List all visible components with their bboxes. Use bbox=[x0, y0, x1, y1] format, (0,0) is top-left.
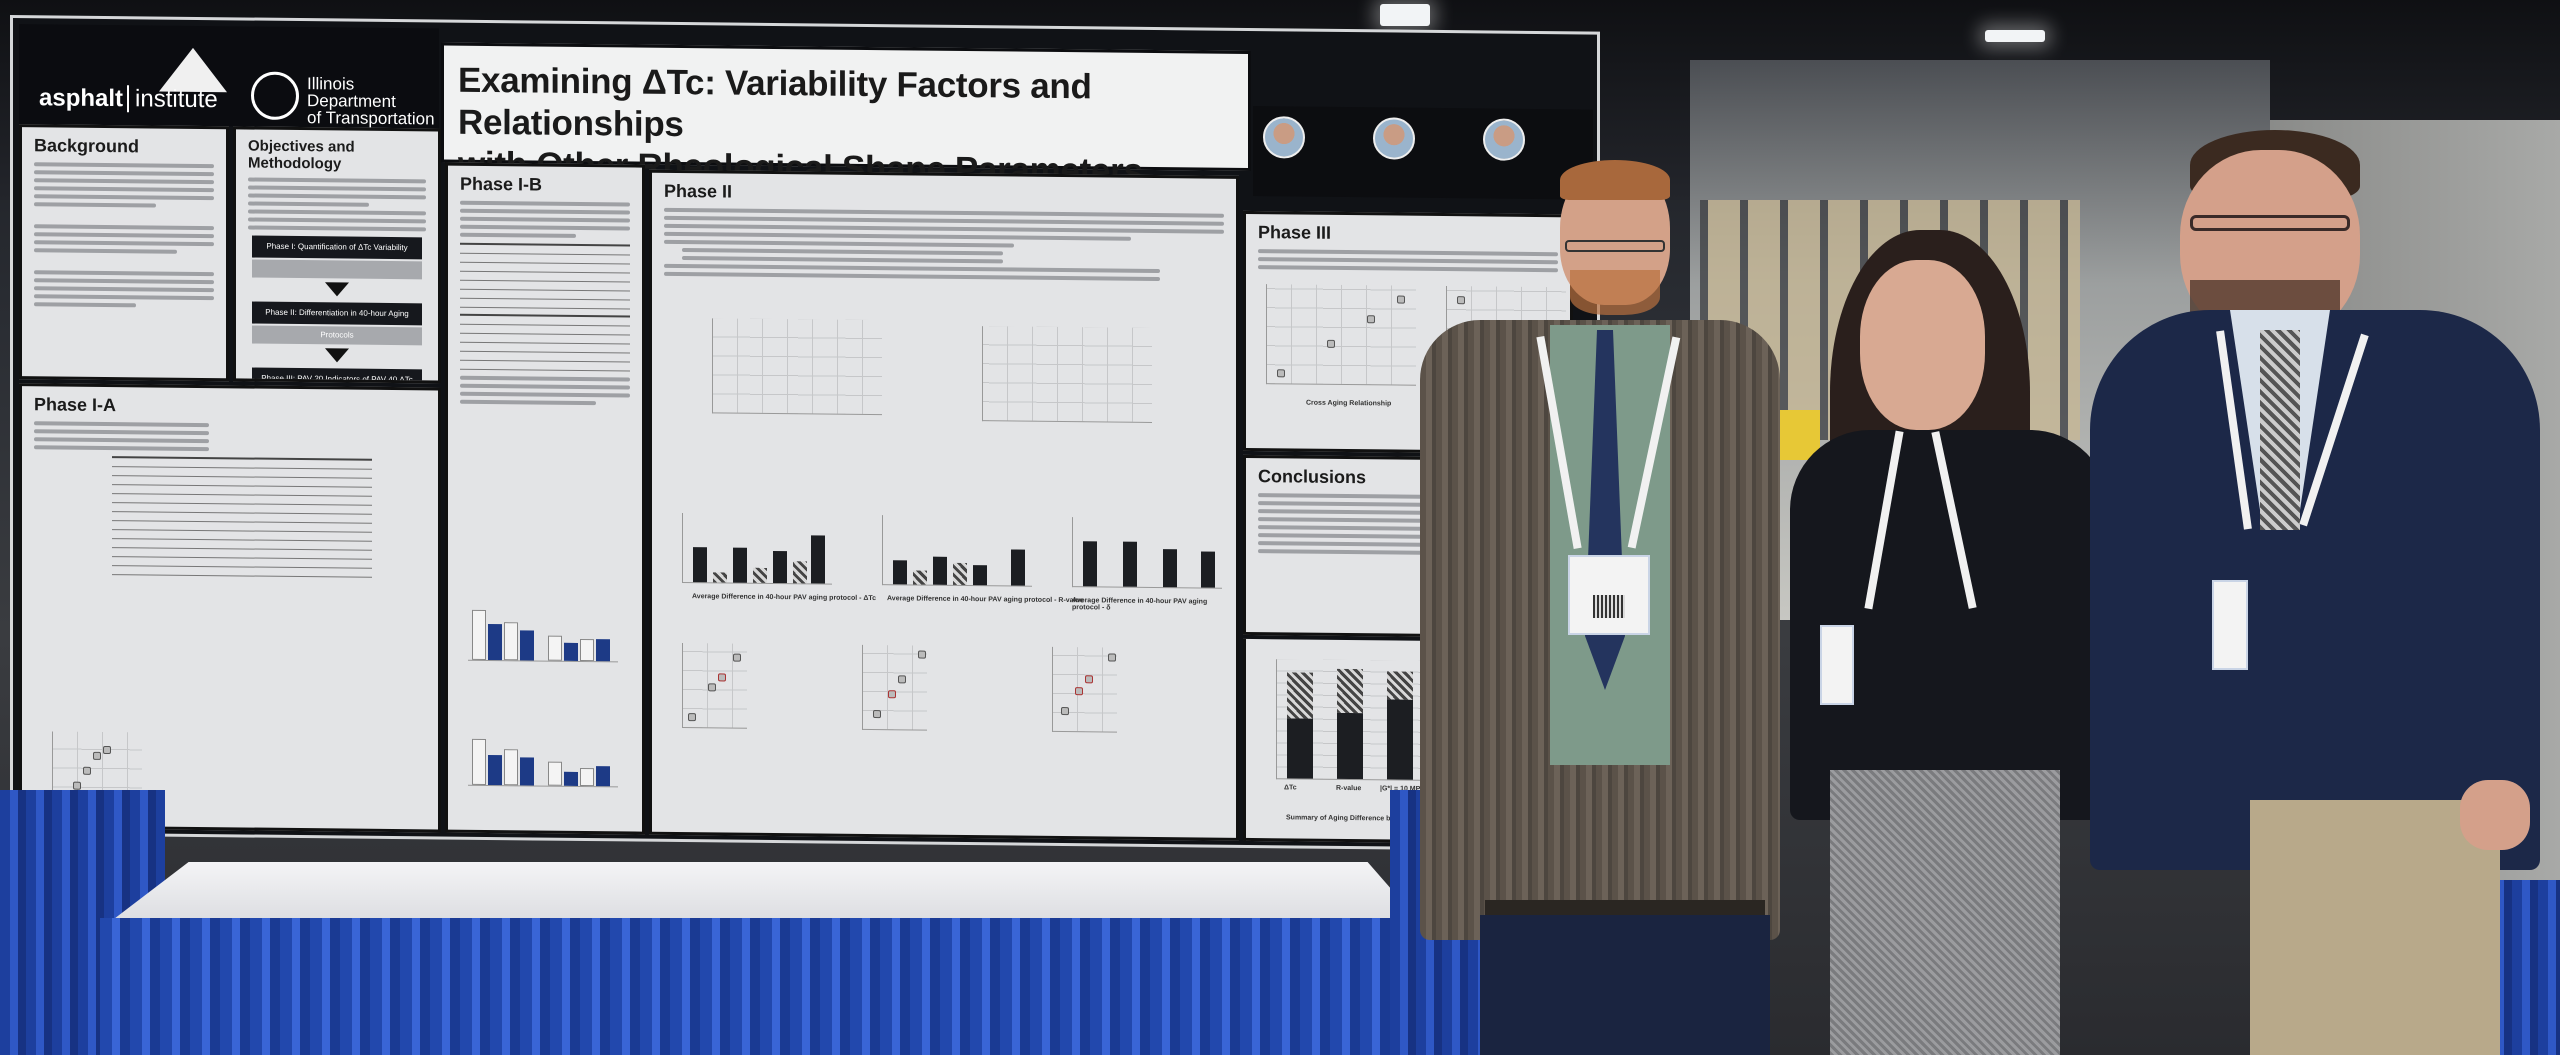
panel-phase-2: Phase II Average Difference in 40-ho bbox=[649, 169, 1239, 841]
conference-badge bbox=[2212, 580, 2248, 670]
ceiling-light bbox=[1380, 4, 1430, 26]
person-center bbox=[1770, 230, 2120, 1055]
conference-badge bbox=[1820, 625, 1854, 705]
panel-phase-1b: Phase I-B bbox=[445, 162, 645, 835]
asphalt-institute-logo: asphalt institute bbox=[39, 84, 218, 114]
delta-tc-bar-chart bbox=[682, 513, 832, 585]
scatter-chart bbox=[1052, 646, 1117, 733]
flow-step: Phase II: Differentiation in 40-hour Agi… bbox=[252, 301, 422, 340]
table-top bbox=[110, 862, 1420, 922]
bar-chart bbox=[468, 605, 618, 663]
bar-chart bbox=[468, 730, 618, 788]
research-poster: asphalt institute Illinois Department of … bbox=[10, 15, 1600, 852]
data-table bbox=[460, 313, 630, 372]
down-arrow-icon bbox=[325, 348, 349, 363]
idot-logo: Illinois Department of Transportation bbox=[307, 74, 435, 129]
down-arrow-icon bbox=[325, 282, 349, 297]
table-skirt bbox=[100, 918, 1430, 1055]
data-table bbox=[112, 456, 372, 578]
poster-logo-bar: asphalt institute Illinois Department of … bbox=[19, 24, 439, 129]
author-photo bbox=[1263, 116, 1363, 159]
delta-bar-chart bbox=[1072, 517, 1222, 589]
scatter-chart bbox=[682, 643, 747, 729]
black-space-chart bbox=[982, 326, 1152, 423]
scatter-chart bbox=[862, 644, 927, 731]
ceiling-light bbox=[1985, 30, 2045, 42]
panel-phase-1a: Phase I-A bbox=[19, 383, 441, 833]
author-photo bbox=[1373, 117, 1473, 160]
poster-title-box: Examining ΔTc: Variability Factors and R… bbox=[441, 42, 1251, 191]
person-left bbox=[1400, 160, 1790, 1055]
panel-objectives: Objectives and Methodology Phase I: Quan… bbox=[233, 126, 441, 384]
r-value-bar-chart bbox=[882, 515, 1032, 587]
author-photo bbox=[1483, 118, 1583, 161]
person-right bbox=[2080, 130, 2550, 1055]
data-table bbox=[460, 242, 630, 310]
master-curve-chart bbox=[712, 318, 882, 416]
flow-step: Phase III: PAV 20 Indicators of PAV 40 Δ… bbox=[252, 367, 422, 384]
conference-badge bbox=[1568, 555, 1650, 635]
flow-step: Phase I: Quantification of ΔTc Variabili… bbox=[252, 235, 422, 260]
panel-background: Background bbox=[19, 124, 229, 382]
cross-aging-scatter bbox=[1266, 284, 1416, 386]
